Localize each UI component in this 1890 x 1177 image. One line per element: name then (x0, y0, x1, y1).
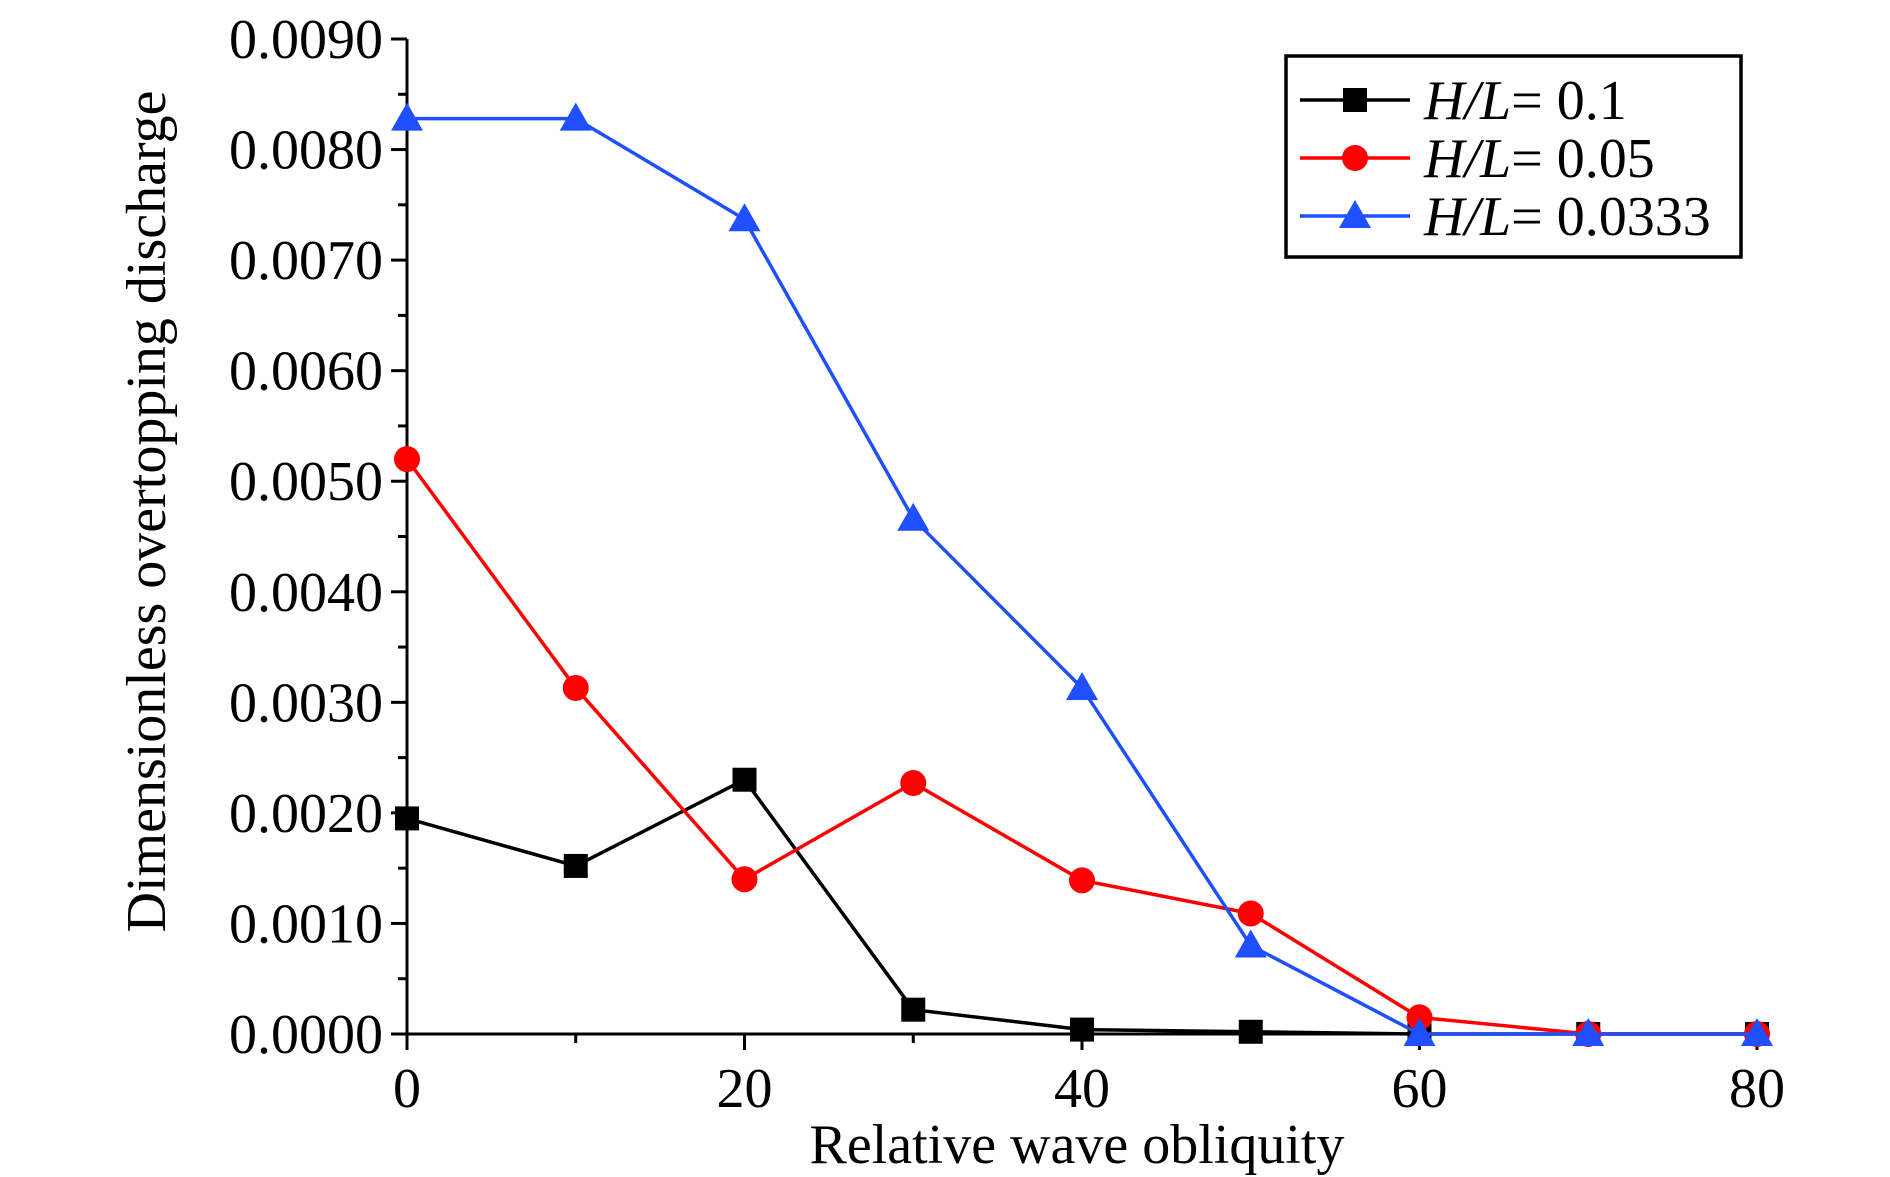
series-line (406, 777, 1757, 1036)
series-line (405, 458, 1757, 1036)
square-marker (1238, 1019, 1263, 1044)
triangle-marker (1403, 1018, 1436, 1046)
triangle-marker (1066, 671, 1098, 700)
axes: 0 20 40 60 80 0.0000 0.0010 0.0020 0.0030 0.0040 0… (229, 9, 1785, 1120)
triangle-marker (391, 102, 423, 131)
legend-label-italic: H/L (1423, 128, 1511, 190)
triangle-marker (1234, 929, 1267, 958)
x-tick-label: 0 (393, 1058, 421, 1120)
legend-label: H/L= 0.1 (1423, 70, 1627, 132)
legend-label-value: = 0.05 (1511, 128, 1655, 190)
circle-marker (562, 674, 589, 701)
triangle-marker (559, 102, 592, 131)
y-tick-label: 0.0090 (229, 9, 383, 71)
y-tick-label: 0.0010 (229, 893, 383, 955)
y-tick-label: 0.0060 (229, 341, 383, 403)
circle-marker (1342, 145, 1368, 171)
y-axis-title: Dimensionless overtopping discharge (116, 91, 178, 933)
y-tick-label: 0.0040 (229, 562, 383, 624)
series-group (391, 102, 1773, 1047)
x-tick-label: 40 (1054, 1058, 1110, 1120)
triangle-marker (1572, 1018, 1605, 1046)
series-2 (394, 446, 1770, 1047)
series-3 (391, 102, 1773, 1046)
circle-marker (1406, 1004, 1433, 1031)
triangle-marker (897, 502, 930, 531)
circle-marker (1237, 900, 1264, 927)
legend-label-italic: H/L (1423, 70, 1511, 132)
series-1 (395, 767, 1769, 1046)
y-tick-label: 0.0080 (229, 120, 383, 182)
triangle-marker (728, 203, 761, 232)
legend-label: H/L= 0.0333 (1423, 186, 1711, 248)
triangle-marker (1741, 1018, 1773, 1046)
square-marker (395, 806, 419, 831)
circle-marker (731, 866, 758, 893)
square-marker (1070, 1017, 1094, 1042)
legend-entry: H/L= 0.05 (1300, 128, 1655, 190)
x-tick-label: 20 (717, 1058, 773, 1120)
legend-label-value: = 0.1 (1511, 70, 1627, 132)
legend-label: H/L= 0.05 (1423, 128, 1655, 190)
square-marker (563, 853, 588, 878)
legend-label-italic: H/L (1423, 186, 1511, 248)
square-marker (901, 997, 926, 1022)
circle-marker (1069, 867, 1095, 894)
x-axis-title: Relative wave obliquity (810, 1114, 1345, 1176)
y-tick-label: 0.0030 (229, 672, 383, 734)
legend-entry: H/L= 0.0333 (1300, 186, 1711, 248)
y-tick-label: 0.0050 (229, 451, 383, 513)
legend: H/L= 0.1H/L= 0.05H/L= 0.0333 (1284, 54, 1743, 259)
x-tick-label: 80 (1729, 1058, 1785, 1120)
legend-label-value: = 0.0333 (1511, 186, 1711, 248)
square-marker (732, 767, 757, 792)
circle-marker (394, 446, 420, 473)
triangle-marker (1339, 200, 1371, 228)
circle-marker (900, 770, 927, 797)
y-tick-label: 0.0000 (229, 1004, 383, 1066)
legend-entry: H/L= 0.1 (1300, 70, 1627, 132)
square-marker (1343, 88, 1367, 112)
x-tick-label: 60 (1392, 1058, 1448, 1120)
y-tick-label: 0.0020 (229, 783, 383, 845)
y-tick-label: 0.0070 (229, 230, 383, 292)
